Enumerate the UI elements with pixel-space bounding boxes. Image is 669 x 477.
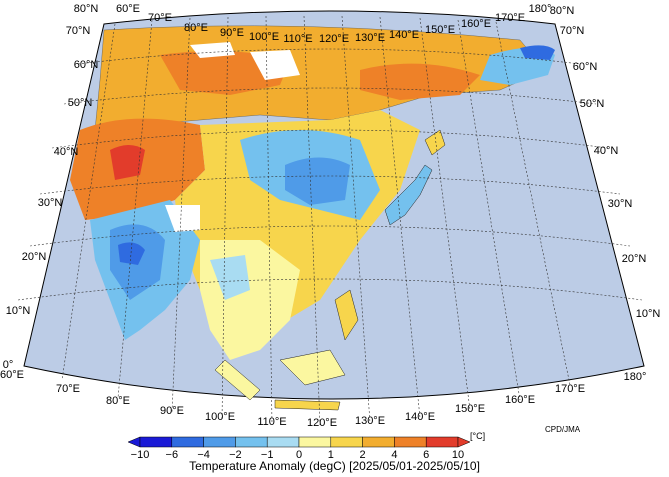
bottom-longitude-labels: 60°E 70°E 80°E 90°E 100°E 110°E 120°E 130°E 140°… bbox=[0, 369, 646, 429]
colorbar-tick-label: 4 bbox=[391, 449, 397, 461]
colorbar-tick-label: 0 bbox=[296, 449, 302, 461]
region-no-data-north2 bbox=[250, 50, 300, 80]
colorbar-tick-label: 2 bbox=[360, 449, 366, 461]
top-left-lat-label: 80°N bbox=[74, 3, 99, 15]
colorbar: −10 −6 −4 −2 −1 0 1 2 4 6 10 bbox=[127, 436, 471, 461]
colorbar-segment bbox=[171, 436, 204, 448]
left-lat-label: 30°N bbox=[38, 197, 63, 209]
region-borneo bbox=[279, 349, 346, 386]
colorbar-tick-label: −1 bbox=[261, 449, 274, 461]
top-lon-label: 180° bbox=[529, 3, 552, 15]
right-lat-label: 50°N bbox=[580, 98, 605, 110]
colorbar-tick-label: −4 bbox=[197, 449, 210, 461]
bottom-lon-label: 60°E bbox=[0, 369, 24, 381]
colorbar-title: Temperature Anomaly (degC) [2025/05/01-2… bbox=[189, 459, 480, 473]
top-lon-label: 90°E bbox=[220, 27, 244, 39]
top-lon-label: 150°E bbox=[425, 24, 455, 36]
top-lon-label: 170°E bbox=[495, 12, 525, 24]
bottom-lon-label: 70°E bbox=[56, 383, 80, 395]
colorbar-segment bbox=[330, 436, 363, 448]
region-far-east-cold bbox=[520, 45, 555, 60]
colorbar-tick-label: −10 bbox=[131, 449, 150, 461]
colorbar-segment bbox=[203, 436, 236, 448]
graticule bbox=[17, 15, 643, 426]
credit-text: CPD/JMA bbox=[545, 425, 581, 434]
region-east-china-colder bbox=[285, 157, 350, 205]
colorbar-segment bbox=[235, 436, 268, 448]
top-lon-label: 60°E bbox=[116, 3, 140, 15]
bottom-lon-label: 140°E bbox=[405, 411, 435, 423]
bottom-lon-label: 160°E bbox=[505, 394, 535, 406]
left-lat-label: 0° bbox=[3, 359, 14, 371]
colorbar-segment bbox=[298, 436, 332, 448]
right-latitude-labels: 80°N 70°N 60°N 50°N 40°N 30°N 20°N 10°N bbox=[550, 5, 661, 320]
colorbar-tick-label: −2 bbox=[229, 449, 242, 461]
top-lon-label: 80°E bbox=[184, 22, 208, 34]
colorbar-tick-label: −6 bbox=[166, 449, 179, 461]
colorbar-min-arrow bbox=[127, 436, 141, 448]
region-java bbox=[274, 399, 341, 411]
bottom-lon-label: 170°E bbox=[555, 383, 585, 395]
left-lat-label: 70°N bbox=[66, 25, 91, 37]
top-lon-label: 130°E bbox=[355, 32, 385, 44]
left-lat-label: 20°N bbox=[22, 251, 47, 263]
colorbar-max-arrow bbox=[457, 436, 471, 448]
region-no-data-north bbox=[190, 42, 235, 58]
region-east-siberia bbox=[360, 63, 480, 100]
top-lon-label: 110°E bbox=[283, 33, 312, 45]
bottom-lon-label: 150°E bbox=[455, 403, 485, 415]
region-philippines bbox=[334, 289, 359, 341]
colorbar-segment bbox=[362, 436, 395, 448]
top-lon-label: 70°E bbox=[148, 12, 172, 24]
colorbar-unit-label: [°C] bbox=[470, 431, 486, 441]
colorbar-segment bbox=[266, 436, 300, 448]
colorbar-segment bbox=[394, 436, 427, 448]
left-lat-label: 10°N bbox=[6, 305, 31, 317]
land-anomaly-layer bbox=[70, 25, 555, 411]
colorbar-tick-label: 6 bbox=[423, 449, 429, 461]
colorbar-segment bbox=[425, 436, 459, 448]
bottom-lon-label: 90°E bbox=[160, 405, 184, 417]
right-lat-label: 20°N bbox=[622, 253, 647, 265]
right-lat-label: 60°N bbox=[573, 61, 598, 73]
right-lat-label: 10°N bbox=[636, 308, 661, 320]
left-latitude-labels: 70°N 60°N 50°N 40°N 30°N 20°N 10°N 0° bbox=[3, 25, 99, 371]
bottom-lon-label: 130°E bbox=[355, 415, 385, 427]
bottom-lon-label: 80°E bbox=[106, 395, 130, 407]
region-central-asia-hot bbox=[110, 145, 145, 180]
region-no-data-tibet bbox=[165, 205, 200, 232]
region-india-coldest bbox=[118, 242, 145, 265]
region-sumatra bbox=[214, 359, 261, 401]
right-lat-label: 70°N bbox=[560, 25, 585, 37]
top-lon-label: 100°E bbox=[249, 31, 279, 43]
bottom-lon-label: 120°E bbox=[307, 417, 337, 429]
bottom-lon-label: 180° bbox=[624, 371, 647, 383]
right-lat-label: 40°N bbox=[594, 145, 619, 157]
left-lat-label: 50°N bbox=[68, 97, 93, 109]
colorbar-segment bbox=[139, 436, 173, 448]
top-lon-label: 160°E bbox=[461, 18, 491, 30]
bottom-lon-label: 100°E bbox=[205, 411, 235, 423]
left-lat-label: 60°N bbox=[74, 59, 99, 71]
top-lon-label: 140°E bbox=[389, 29, 419, 41]
top-lon-label: 120°E bbox=[319, 33, 349, 45]
right-lat-label: 80°N bbox=[550, 5, 575, 17]
region-japan bbox=[384, 164, 433, 226]
top-longitude-labels: 60°E 70°E 80°E 90°E 100°E 110°E 120°E 130°E 140°… bbox=[74, 3, 552, 45]
region-indochina-cold bbox=[210, 255, 250, 300]
colorbar-tick-label: 10 bbox=[452, 449, 464, 461]
colorbar-tick-label: 1 bbox=[328, 449, 334, 461]
right-lat-label: 30°N bbox=[608, 198, 633, 210]
left-lat-label: 40°N bbox=[54, 146, 79, 158]
bottom-lon-label: 110°E bbox=[257, 416, 286, 428]
